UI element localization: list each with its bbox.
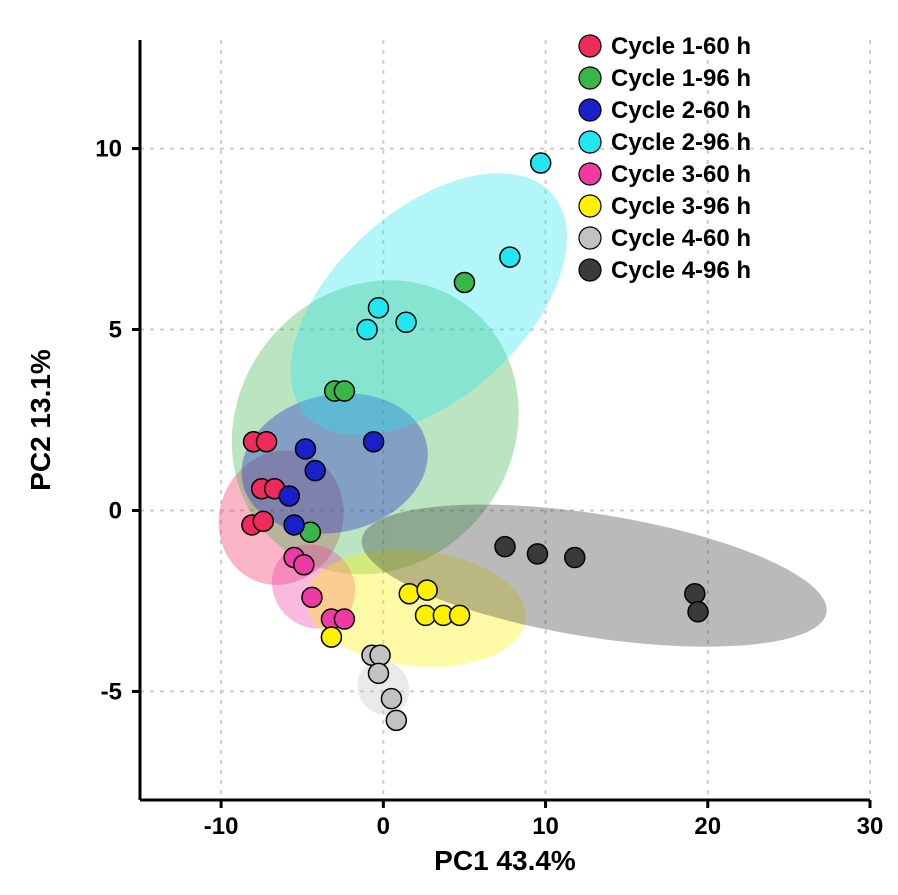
- data-point: [253, 511, 273, 531]
- legend-label: Cycle 3-60 h: [611, 161, 751, 188]
- legend-marker: [579, 67, 601, 89]
- legend-marker: [579, 35, 601, 57]
- legend-label: Cycle 2-96 h: [611, 129, 751, 156]
- data-point: [368, 663, 388, 683]
- x-tick-label: 10: [532, 813, 559, 840]
- legend-marker: [579, 227, 601, 249]
- legend-marker: [579, 163, 601, 185]
- data-point: [495, 537, 515, 557]
- chart-svg: -10 0 10 20 30 -5 0 5 10 PC1 43.4% PC2 13.1% Cycle …: [0, 0, 898, 895]
- legend-marker: [579, 195, 601, 217]
- data-point: [399, 584, 419, 604]
- data-point: [364, 432, 384, 452]
- data-point: [417, 580, 437, 600]
- y-tick-label: 0: [109, 497, 122, 524]
- data-point: [279, 486, 299, 506]
- legend-label: Cycle 2-60 h: [611, 97, 751, 124]
- data-point: [368, 298, 388, 318]
- data-point: [284, 515, 304, 535]
- data-point: [565, 548, 585, 568]
- data-point: [527, 544, 547, 564]
- x-tick-label: 30: [857, 813, 884, 840]
- data-point: [416, 605, 436, 625]
- data-point: [531, 153, 551, 173]
- data-point: [302, 587, 322, 607]
- data-point: [321, 627, 341, 647]
- data-point: [370, 645, 390, 665]
- data-point: [381, 689, 401, 709]
- data-point: [450, 605, 470, 625]
- pca-scatter-figure: -10 0 10 20 30 -5 0 5 10 PC1 43.4% PC2 13.1% Cycle …: [0, 0, 898, 895]
- data-point: [454, 272, 474, 292]
- legend-label: Cycle 3-96 h: [611, 193, 751, 220]
- data-point: [294, 555, 314, 575]
- legend-label: Cycle 4-96 h: [611, 257, 751, 284]
- data-point: [688, 602, 708, 622]
- y-tick-label: 5: [109, 317, 122, 344]
- data-point: [334, 381, 354, 401]
- x-axis-label: PC1 43.4%: [434, 845, 576, 876]
- data-point: [396, 312, 416, 332]
- data-point: [685, 584, 705, 604]
- data-point: [334, 609, 354, 629]
- x-tick-label: 0: [377, 813, 390, 840]
- legend-label: Cycle 4-60 h: [611, 225, 751, 252]
- legend-marker: [579, 131, 601, 153]
- data-point: [295, 439, 315, 459]
- data-point: [500, 247, 520, 267]
- data-point: [386, 710, 406, 730]
- x-tick-label: -10: [204, 813, 239, 840]
- data-point: [257, 432, 277, 452]
- y-axis-label: PC2 13.1%: [25, 349, 56, 491]
- legend-marker: [579, 259, 601, 281]
- data-point: [357, 320, 377, 340]
- legend-label: Cycle 1-60 h: [611, 33, 751, 60]
- legend-label: Cycle 1-96 h: [611, 65, 751, 92]
- x-tick-label: 20: [694, 813, 721, 840]
- legend-marker: [579, 99, 601, 121]
- data-point: [305, 461, 325, 481]
- y-tick-label: -5: [101, 678, 122, 705]
- y-tick-label: 10: [95, 136, 122, 163]
